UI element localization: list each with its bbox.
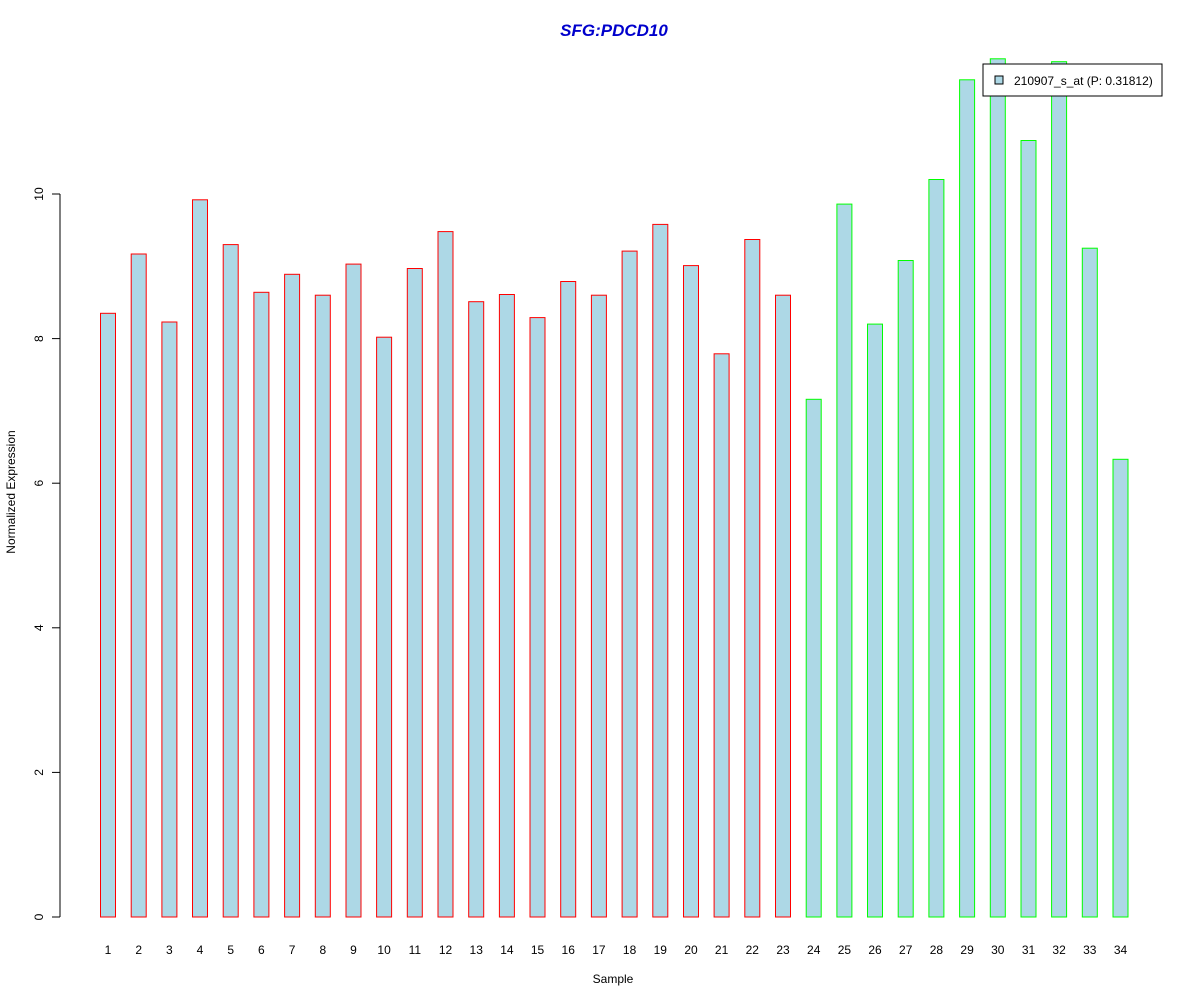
bar-sample-18 xyxy=(621,250,638,918)
legend-label: 210907_s_at (P: 0.31812) xyxy=(1014,74,1153,88)
bar-sample-8 xyxy=(314,294,331,918)
y-tick-label: 4 xyxy=(32,624,46,631)
bar-sample-26 xyxy=(867,323,883,918)
bar-sample-4 xyxy=(192,199,208,918)
x-tick-label: 18 xyxy=(623,943,637,957)
x-tick-label: 24 xyxy=(807,943,821,957)
x-tick-label: 14 xyxy=(500,943,514,957)
x-tick-label: 29 xyxy=(960,943,974,957)
bar-sample-32 xyxy=(1051,61,1068,918)
y-tick-label: 10 xyxy=(32,187,46,201)
bar-sample-21 xyxy=(713,353,730,918)
bar-sample-33 xyxy=(1081,247,1098,918)
x-tick-label: 21 xyxy=(715,943,729,957)
bar-sample-10 xyxy=(376,336,393,918)
bar-sample-11 xyxy=(406,268,423,918)
y-tick-label: 8 xyxy=(32,335,46,342)
bar-sample-7 xyxy=(284,273,301,918)
y-tick-label: 2 xyxy=(32,769,46,776)
bar-sample-34 xyxy=(1112,458,1129,918)
bar-sample-14 xyxy=(498,294,515,918)
x-tick-label: 33 xyxy=(1083,943,1097,957)
y-axis-label: Normalized Expression xyxy=(4,430,18,553)
bar-sample-6 xyxy=(253,291,270,918)
bar-sample-17 xyxy=(590,294,607,918)
bar-sample-28 xyxy=(928,179,945,918)
bar-sample-22 xyxy=(744,239,761,918)
x-tick-label: 25 xyxy=(838,943,852,957)
bar-sample-2 xyxy=(130,253,147,918)
x-tick-label: 2 xyxy=(135,943,142,957)
x-tick-label: 15 xyxy=(531,943,545,957)
x-tick-label: 31 xyxy=(1022,943,1036,957)
bar-sample-27 xyxy=(897,260,914,918)
x-tick-label: 13 xyxy=(470,943,484,957)
x-tick-label: 19 xyxy=(654,943,668,957)
bar-sample-15 xyxy=(529,317,546,918)
x-tick-label: 32 xyxy=(1052,943,1066,957)
x-tick-label: 16 xyxy=(562,943,576,957)
x-tick-label: 1 xyxy=(105,943,112,957)
bar-sample-31 xyxy=(1020,140,1037,918)
x-tick-label: 5 xyxy=(227,943,234,957)
x-tick-labels: 1 2 3 4 5 6 7 8 9 10 11 12 13 14 15 16 17 18 19 20 21 22 23 24 2… xyxy=(105,943,1128,957)
bar-sample-25 xyxy=(836,203,853,918)
bar-sample-30 xyxy=(989,58,1006,918)
bar-sample-16 xyxy=(560,281,577,918)
x-tick-label: 28 xyxy=(930,943,944,957)
bar-sample-23 xyxy=(775,294,791,918)
x-tick-label: 8 xyxy=(319,943,326,957)
y-axis: 0 2 4 6 8 10 xyxy=(32,187,61,920)
bar-sample-5 xyxy=(222,244,239,918)
x-tick-label: 3 xyxy=(166,943,173,957)
legend-box xyxy=(982,63,1163,97)
bar-sample-12 xyxy=(437,231,454,918)
x-tick-label: 17 xyxy=(592,943,606,957)
x-tick-label: 34 xyxy=(1114,943,1128,957)
y-tick-label: 0 xyxy=(32,913,46,920)
x-tick-label: 22 xyxy=(746,943,760,957)
x-tick-label: 20 xyxy=(684,943,698,957)
x-tick-label: 12 xyxy=(439,943,453,957)
x-tick-label: 7 xyxy=(289,943,296,957)
x-tick-label: 10 xyxy=(377,943,391,957)
bar-sample-19 xyxy=(652,223,669,918)
x-tick-label: 27 xyxy=(899,943,913,957)
x-tick-label: 23 xyxy=(776,943,790,957)
y-tick-label: 6 xyxy=(32,480,46,487)
x-tick-label: 4 xyxy=(197,943,204,957)
x-tick-label: 26 xyxy=(868,943,882,957)
chart-title: SFG:PDCD10 xyxy=(560,21,668,40)
x-tick-label: 30 xyxy=(991,943,1005,957)
bar-sample-3 xyxy=(161,321,178,918)
legend-swatch xyxy=(994,75,1004,85)
legend: 210907_s_at (P: 0.31812) xyxy=(982,63,1163,97)
bars-group xyxy=(100,58,1129,918)
bar-sample-29 xyxy=(959,79,976,918)
bar-sample-24 xyxy=(805,398,822,918)
x-axis-label: Sample xyxy=(593,972,634,986)
bar-sample-1 xyxy=(100,312,116,918)
x-tick-label: 9 xyxy=(350,943,357,957)
bar-sample-9 xyxy=(345,263,362,918)
bar-sample-20 xyxy=(683,265,699,918)
bar-sample-13 xyxy=(468,301,485,918)
x-tick-label: 6 xyxy=(258,943,265,957)
x-tick-label: 11 xyxy=(409,943,422,957)
